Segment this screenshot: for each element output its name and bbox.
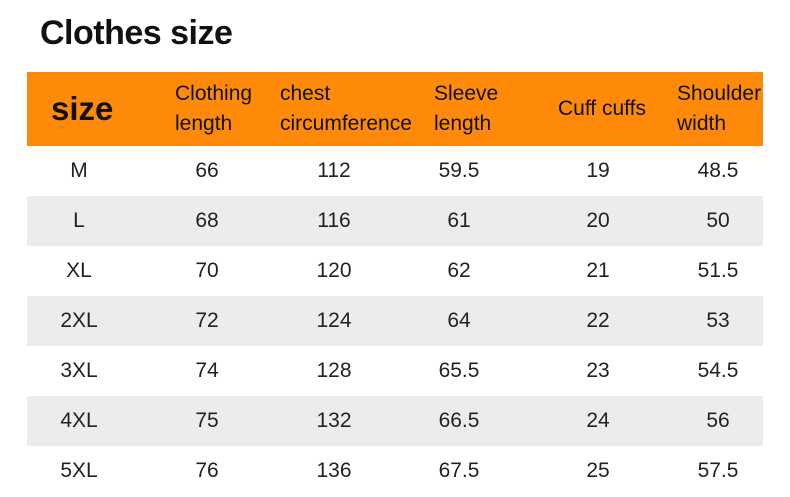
cell-sleeve: 59.5 xyxy=(438,159,480,182)
table-body: M 66 112 59.5 19 48.5 L 68 116 61 20 50 XL 70 120 62 21 5… xyxy=(27,146,763,496)
cell-shoulder: 54.5 xyxy=(697,359,739,382)
cell-length: 68 xyxy=(195,209,219,232)
cell-sleeve: 64 xyxy=(447,309,471,332)
table-row: M 66 112 59.5 19 48.5 xyxy=(27,146,763,196)
page-title: Clothes size xyxy=(40,14,233,52)
cell-length: 75 xyxy=(195,409,219,432)
cell-shoulder: 57.5 xyxy=(697,459,739,482)
table-row: XL 70 120 62 21 51.5 xyxy=(27,246,763,296)
cell-size: L xyxy=(73,209,85,232)
cell-size: 2XL xyxy=(60,309,98,332)
cell-size: 3XL xyxy=(60,359,98,382)
cell-shoulder: 48.5 xyxy=(697,159,739,182)
table-row: 4XL 75 132 66.5 24 56 xyxy=(27,396,763,446)
header-chest-circumference: chest circumference xyxy=(280,82,412,135)
cell-size: 5XL xyxy=(60,459,98,482)
header-clothing-length: Clothing length xyxy=(175,82,253,135)
cell-cuff: 23 xyxy=(586,359,610,382)
cell-sleeve: 67.5 xyxy=(438,459,480,482)
cell-cuff: 22 xyxy=(586,309,610,332)
cell-chest: 124 xyxy=(316,309,352,332)
cell-sleeve: 61 xyxy=(447,209,471,232)
table-row: 5XL 76 136 67.5 25 57.5 xyxy=(27,446,763,496)
cell-cuff: 24 xyxy=(586,409,610,432)
cell-sleeve: 66.5 xyxy=(438,409,480,432)
cell-cuff: 21 xyxy=(586,259,610,282)
cell-chest: 120 xyxy=(316,259,352,282)
cell-length: 70 xyxy=(195,259,219,282)
header-size: size xyxy=(51,90,114,127)
header-shoulder-width: Shoulder width xyxy=(677,82,762,135)
cell-shoulder: 53 xyxy=(706,309,730,332)
header-sleeve-length: Sleeve length xyxy=(434,82,499,135)
cell-chest: 128 xyxy=(316,359,352,382)
cell-shoulder: 56 xyxy=(706,409,730,432)
cell-chest: 132 xyxy=(316,409,352,432)
cell-sleeve: 62 xyxy=(447,259,471,282)
cell-size: 4XL xyxy=(60,409,98,432)
cell-size: XL xyxy=(66,259,92,282)
size-table: size Clothing length chest circumference… xyxy=(27,72,763,496)
cell-shoulder: 50 xyxy=(706,209,730,232)
cell-sleeve: 65.5 xyxy=(438,359,480,382)
table-row: L 68 116 61 20 50 xyxy=(27,196,763,246)
header-cuff: Cuff cuffs xyxy=(558,97,646,120)
cell-length: 76 xyxy=(195,459,219,482)
table-header: size Clothing length chest circumference… xyxy=(27,72,763,146)
cell-cuff: 25 xyxy=(586,459,610,482)
cell-chest: 112 xyxy=(317,159,351,182)
cell-chest: 116 xyxy=(317,209,351,232)
cell-shoulder: 51.5 xyxy=(697,259,739,282)
cell-chest: 136 xyxy=(316,459,352,482)
cell-size: M xyxy=(70,159,88,182)
cell-length: 66 xyxy=(195,159,219,182)
table-row: 2XL 72 124 64 22 53 xyxy=(27,296,763,346)
cell-cuff: 20 xyxy=(586,209,610,232)
cell-length: 72 xyxy=(195,309,219,332)
table-row: 3XL 74 128 65.5 23 54.5 xyxy=(27,346,763,396)
cell-cuff: 19 xyxy=(586,159,610,182)
cell-length: 74 xyxy=(195,359,219,382)
